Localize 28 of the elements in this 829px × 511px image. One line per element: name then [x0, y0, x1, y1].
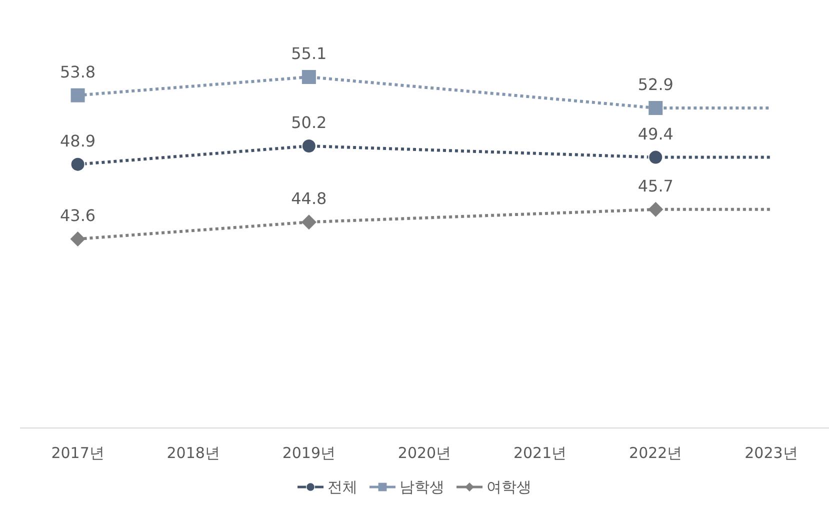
data-label: 48.9: [60, 131, 96, 150]
point: [70, 88, 85, 102]
data-label: 45.7: [638, 176, 674, 196]
x-tick-label: 2021년: [513, 444, 567, 462]
point: [302, 70, 316, 84]
x-tick-label: 2023년: [744, 444, 798, 462]
data-label: 43.6: [60, 206, 96, 225]
point: [301, 214, 316, 230]
data-label: 50.2: [291, 113, 327, 132]
x-tick-label: 2019년: [282, 444, 336, 462]
x-tick-label: 2020년: [398, 444, 452, 462]
point: [648, 202, 664, 217]
point: [648, 150, 664, 165]
legend-label: 남학생: [400, 478, 444, 496]
x-tick-label: 2018년: [166, 444, 220, 462]
data-label: 53.8: [60, 62, 96, 82]
point: [301, 138, 316, 154]
legend-label: 여학생: [486, 478, 532, 496]
x-tick-label: 2022년: [629, 444, 682, 462]
x-tick-label: 2017년: [51, 444, 104, 462]
data-label: 52.9: [638, 74, 674, 94]
point: [648, 100, 663, 115]
data-label: 49.4: [638, 124, 674, 144]
point: [70, 156, 86, 172]
data-label: 44.8: [291, 189, 327, 208]
legend-label: 전체: [328, 478, 358, 496]
point: [70, 232, 86, 246]
data-label: 55.1: [291, 44, 327, 63]
